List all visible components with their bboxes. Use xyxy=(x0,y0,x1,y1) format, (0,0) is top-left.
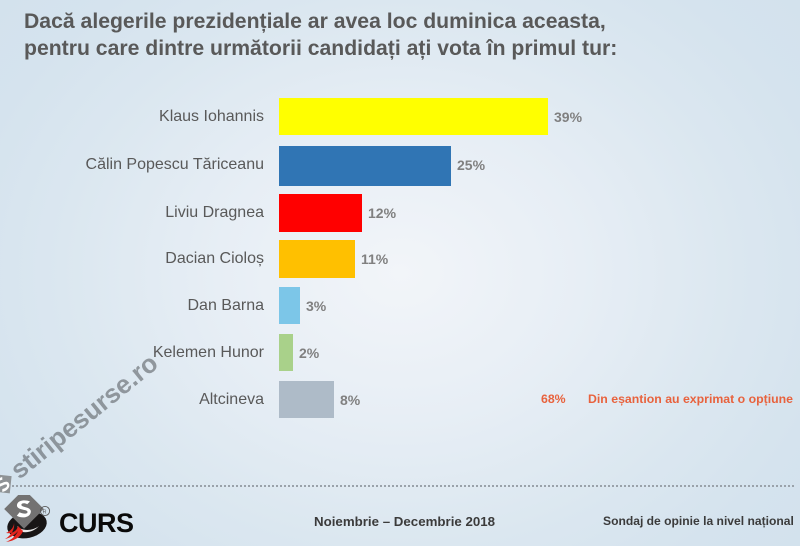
svg-text:R: R xyxy=(43,509,47,515)
